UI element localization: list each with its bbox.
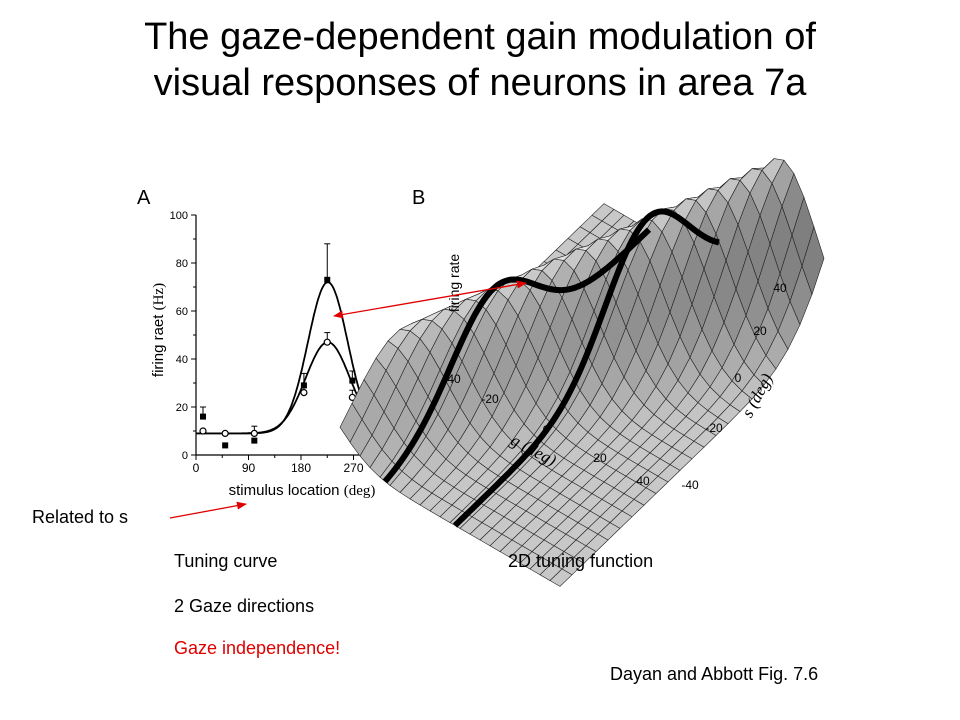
g-tick-label: 20 — [593, 451, 607, 465]
x-axis-label-unit: (deg) — [344, 483, 376, 499]
caption-gaze-directions: 2 Gaze directions — [174, 596, 315, 616]
y-tick-label: 20 — [176, 402, 188, 414]
data-point-circle — [300, 389, 308, 397]
caption-gaze-independence: Gaze independence! — [174, 638, 341, 658]
y-axis-label: firing raet (Hz) — [150, 283, 167, 377]
s-tick-label: 40 — [773, 281, 787, 295]
x-tick-label: 270 — [343, 461, 363, 475]
gaze-slice-line-1 — [382, 227, 652, 484]
s-tick-label: 0 — [735, 371, 742, 385]
surface-cell — [549, 568, 573, 587]
x-tick-label: 0 — [193, 461, 200, 475]
data-point-circle — [250, 429, 258, 437]
data-point-square — [251, 437, 258, 444]
data-point-square — [200, 413, 206, 420]
panel-a-letter: A — [137, 187, 151, 209]
caption-tuning-curve: Tuning curve — [174, 551, 278, 571]
g-tick-label: -40 — [443, 372, 461, 386]
data-point-square — [349, 377, 356, 384]
data-point-circle — [221, 429, 229, 437]
related-to-s-label: Related to s — [32, 507, 129, 527]
data-point-square — [222, 442, 229, 449]
x-tick-label: 90 — [242, 461, 256, 475]
panel-b-letter: B — [412, 187, 426, 209]
s-tick-label: 20 — [753, 324, 767, 338]
arrow-related-to-s — [169, 501, 247, 519]
s-tick-label: -20 — [705, 421, 723, 435]
g-tick-label: 0 — [543, 423, 550, 437]
data-point-circle — [323, 338, 331, 346]
y-tick-label: 80 — [176, 258, 188, 270]
surface-highlight-lines — [382, 208, 720, 528]
double-arrow-peak — [333, 280, 527, 319]
title-line-1: The gaze-dependent gain modulation of — [144, 16, 816, 58]
x-axis-label: stimulus location (deg) — [229, 482, 376, 499]
x-tick-label: 180 — [291, 461, 311, 475]
y-axis-label-unit: (Hz) — [151, 283, 167, 310]
data-point-square — [324, 276, 331, 283]
caption-2d-tuning: 2D tuning function — [508, 551, 654, 571]
y-tick-label: 40 — [176, 354, 188, 366]
y-tick-label: 60 — [176, 306, 188, 318]
y-tick-label: 0 — [182, 450, 188, 462]
slide-title: The gaze-dependent gain modulation of vi… — [0, 14, 960, 106]
citation: Dayan and Abbott Fig. 7.6 — [610, 664, 819, 684]
g-tick-label: 40 — [636, 474, 650, 488]
s-tick-label: -40 — [681, 478, 699, 492]
g-tick-label: -20 — [481, 392, 499, 406]
x-axis-label-main: stimulus location — [229, 482, 344, 499]
title-line-2: visual responses of neurons in area 7a — [153, 62, 807, 104]
y-tick-label: 100 — [170, 210, 188, 222]
y-axis-label-main: firing raet — [150, 310, 167, 377]
gaze-slice-line-2 — [452, 208, 720, 528]
data-point-circle — [199, 427, 207, 435]
